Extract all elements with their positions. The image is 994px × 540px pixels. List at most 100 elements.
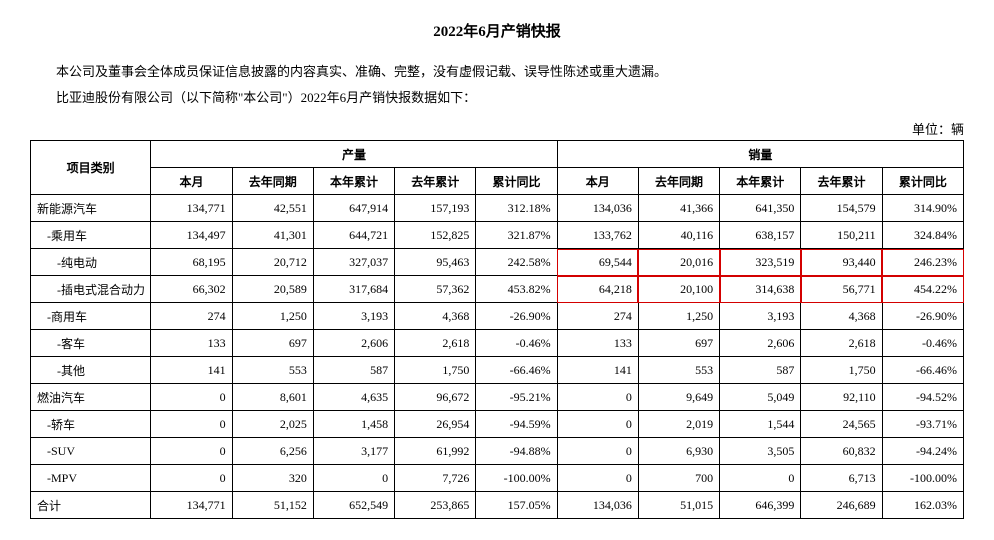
sub-s-3: 去年累计 <box>801 168 882 195</box>
value-cell: 154,579 <box>801 195 882 222</box>
value-cell: 324.84% <box>882 222 963 249</box>
production-sales-table: 项目类别 产量 销量 本月 去年同期 本年累计 去年累计 累计同比 本月 去年同… <box>30 140 964 519</box>
category-cell: -客车 <box>31 330 151 357</box>
value-cell: 0 <box>720 465 801 492</box>
value-cell: 141 <box>557 357 638 384</box>
value-cell: 93,440 <box>801 249 882 276</box>
value-cell: 64,218 <box>557 276 638 303</box>
page-title: 2022年6月产销快报 <box>30 20 964 41</box>
value-cell: 1,750 <box>801 357 882 384</box>
table-row: -其他1415535871,750-66.46%1415535871,750-6… <box>31 357 964 384</box>
value-cell: 157,193 <box>395 195 476 222</box>
value-cell: 6,930 <box>638 438 719 465</box>
value-cell: 3,193 <box>313 303 394 330</box>
sub-p-2: 本年累计 <box>313 168 394 195</box>
value-cell: 150,211 <box>801 222 882 249</box>
value-cell: 1,250 <box>232 303 313 330</box>
value-cell: 3,505 <box>720 438 801 465</box>
value-cell: 157.05% <box>476 492 557 519</box>
value-cell: 453.82% <box>476 276 557 303</box>
table-row: -插电式混合动力66,30220,589317,68457,362453.82%… <box>31 276 964 303</box>
value-cell: -94.88% <box>476 438 557 465</box>
value-cell: 134,497 <box>151 222 232 249</box>
value-cell: 68,195 <box>151 249 232 276</box>
value-cell: 0 <box>557 384 638 411</box>
value-cell: 314.90% <box>882 195 963 222</box>
value-cell: 327,037 <box>313 249 394 276</box>
value-cell: 134,036 <box>557 492 638 519</box>
table-row: -SUV06,2563,17761,992-94.88%06,9303,5056… <box>31 438 964 465</box>
value-cell: 644,721 <box>313 222 394 249</box>
value-cell: 41,366 <box>638 195 719 222</box>
value-cell: 587 <box>313 357 394 384</box>
value-cell: 314,638 <box>720 276 801 303</box>
value-cell: 647,914 <box>313 195 394 222</box>
value-cell: 0 <box>557 465 638 492</box>
value-cell: 3,177 <box>313 438 394 465</box>
value-cell: 51,152 <box>232 492 313 519</box>
value-cell: 2,618 <box>801 330 882 357</box>
value-cell: -94.59% <box>476 411 557 438</box>
value-cell: 242.58% <box>476 249 557 276</box>
value-cell: 587 <box>720 357 801 384</box>
value-cell: 274 <box>557 303 638 330</box>
value-cell: 152,825 <box>395 222 476 249</box>
category-cell: -SUV <box>31 438 151 465</box>
value-cell: 141 <box>151 357 232 384</box>
value-cell: 0 <box>151 438 232 465</box>
value-cell: 20,016 <box>638 249 719 276</box>
value-cell: 246.23% <box>882 249 963 276</box>
table-row: -纯电动68,19520,712327,03795,463242.58%69,5… <box>31 249 964 276</box>
value-cell: 0 <box>557 438 638 465</box>
value-cell: 700 <box>638 465 719 492</box>
value-cell: -95.21% <box>476 384 557 411</box>
value-cell: 321.87% <box>476 222 557 249</box>
category-cell: -插电式混合动力 <box>31 276 151 303</box>
table-row: -客车1336972,6062,618-0.46%1336972,6062,61… <box>31 330 964 357</box>
value-cell: -93.71% <box>882 411 963 438</box>
value-cell: 134,771 <box>151 492 232 519</box>
value-cell: 1,750 <box>395 357 476 384</box>
value-cell: 133 <box>557 330 638 357</box>
sub-s-1: 去年同期 <box>638 168 719 195</box>
value-cell: 697 <box>232 330 313 357</box>
value-cell: 312.18% <box>476 195 557 222</box>
value-cell: -94.24% <box>882 438 963 465</box>
value-cell: 553 <box>232 357 313 384</box>
value-cell: 6,256 <box>232 438 313 465</box>
value-cell: 20,712 <box>232 249 313 276</box>
value-cell: 6,713 <box>801 465 882 492</box>
category-cell: -商用车 <box>31 303 151 330</box>
sub-p-0: 本月 <box>151 168 232 195</box>
value-cell: 1,250 <box>638 303 719 330</box>
table-row: -轿车02,0251,45826,954-94.59%02,0191,54424… <box>31 411 964 438</box>
value-cell: 3,193 <box>720 303 801 330</box>
value-cell: -0.46% <box>476 330 557 357</box>
category-cell: -MPV <box>31 465 151 492</box>
value-cell: 2,606 <box>720 330 801 357</box>
paragraph-2: 比亚迪股份有限公司（以下简称"本公司"）2022年6月产销快报数据如下： <box>30 85 964 111</box>
value-cell: 56,771 <box>801 276 882 303</box>
value-cell: 697 <box>638 330 719 357</box>
value-cell: 4,635 <box>313 384 394 411</box>
value-cell: 1,544 <box>720 411 801 438</box>
value-cell: 553 <box>638 357 719 384</box>
sub-p-3: 去年累计 <box>395 168 476 195</box>
value-cell: 24,565 <box>801 411 882 438</box>
sub-s-2: 本年累计 <box>720 168 801 195</box>
value-cell: -100.00% <box>476 465 557 492</box>
value-cell: 323,519 <box>720 249 801 276</box>
value-cell: 638,157 <box>720 222 801 249</box>
table-row: 燃油汽车08,6014,63596,672-95.21%09,6495,0499… <box>31 384 964 411</box>
value-cell: 2,618 <box>395 330 476 357</box>
value-cell: 641,350 <box>720 195 801 222</box>
table-row: -商用车2741,2503,1934,368-26.90%2741,2503,1… <box>31 303 964 330</box>
value-cell: 134,036 <box>557 195 638 222</box>
value-cell: -66.46% <box>882 357 963 384</box>
value-cell: 246,689 <box>801 492 882 519</box>
value-cell: -26.90% <box>476 303 557 330</box>
value-cell: 7,726 <box>395 465 476 492</box>
category-cell: 新能源汽车 <box>31 195 151 222</box>
value-cell: 0 <box>151 384 232 411</box>
value-cell: -66.46% <box>476 357 557 384</box>
